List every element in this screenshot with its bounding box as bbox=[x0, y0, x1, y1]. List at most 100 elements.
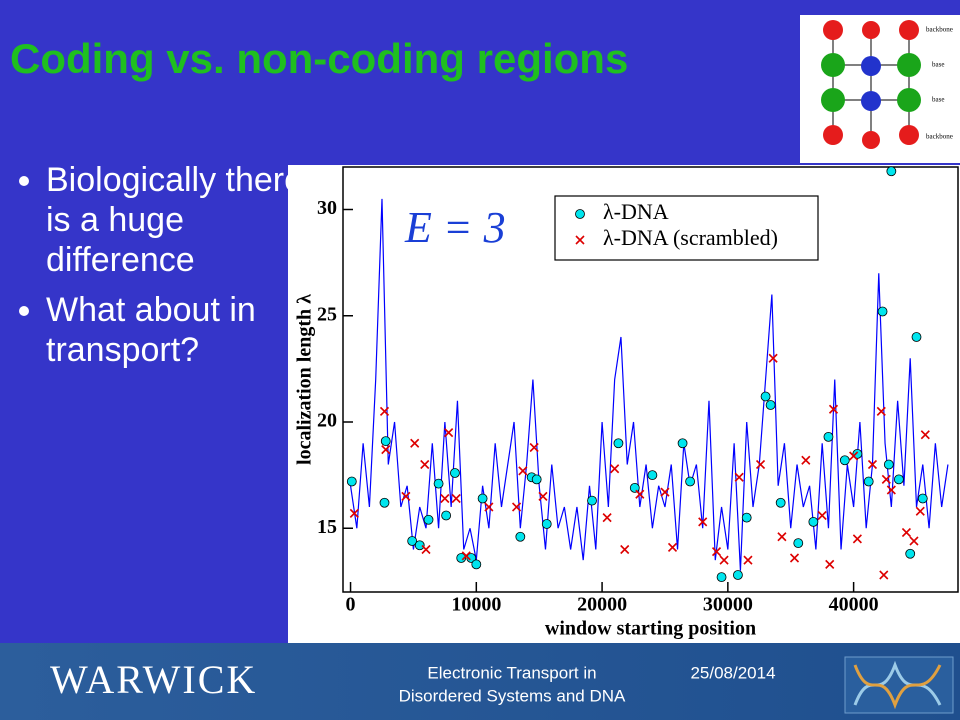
legend-box bbox=[554, 195, 819, 261]
point bbox=[433, 478, 444, 489]
emblem-box bbox=[844, 656, 954, 714]
bullet: What about in transport? bbox=[46, 290, 304, 370]
diagram-label: base bbox=[932, 96, 944, 104]
point bbox=[765, 400, 776, 410]
x-tick-label: 20000 bbox=[577, 594, 627, 616]
point bbox=[808, 516, 819, 527]
y-tick-label: 15 bbox=[317, 516, 337, 538]
point bbox=[410, 438, 420, 448]
footer-subject: Disordered Systems and DNA bbox=[399, 686, 626, 705]
point bbox=[423, 514, 434, 525]
point bbox=[613, 438, 624, 449]
point bbox=[839, 455, 850, 466]
node bbox=[862, 21, 880, 39]
point bbox=[917, 493, 928, 504]
point bbox=[901, 527, 912, 538]
point bbox=[450, 468, 460, 478]
point bbox=[801, 455, 811, 465]
point bbox=[414, 540, 425, 551]
point bbox=[734, 472, 744, 482]
point bbox=[877, 306, 888, 317]
point bbox=[511, 502, 522, 512]
point bbox=[879, 570, 889, 580]
footer-subject: Electronic Transport in bbox=[427, 663, 596, 682]
point bbox=[440, 493, 450, 504]
point bbox=[716, 572, 727, 583]
footer-date: 25/08/2014 bbox=[690, 663, 775, 682]
bullet: Biologically there is a huge difference bbox=[46, 160, 304, 280]
point bbox=[828, 404, 839, 414]
point bbox=[909, 536, 919, 546]
point bbox=[775, 497, 786, 508]
node bbox=[862, 131, 880, 149]
node bbox=[821, 53, 845, 77]
node bbox=[821, 88, 845, 112]
diagram-label: base bbox=[932, 61, 944, 69]
node bbox=[823, 125, 843, 145]
point bbox=[381, 445, 391, 455]
point bbox=[456, 553, 467, 563]
point bbox=[461, 551, 471, 561]
point bbox=[760, 391, 771, 402]
footer-band bbox=[0, 643, 960, 720]
point bbox=[660, 487, 670, 497]
node bbox=[899, 20, 919, 40]
point bbox=[531, 474, 542, 485]
point bbox=[817, 510, 827, 521]
point bbox=[793, 538, 804, 549]
point bbox=[407, 536, 418, 546]
legend-label: λ-DNA bbox=[603, 199, 669, 224]
point bbox=[852, 534, 862, 544]
point bbox=[789, 553, 800, 563]
y-tick-label: 30 bbox=[317, 197, 337, 219]
point bbox=[741, 512, 752, 523]
point bbox=[711, 547, 722, 557]
point bbox=[541, 519, 552, 529]
legend-marker bbox=[575, 209, 585, 219]
legend-label: λ-DNA (scrambled) bbox=[603, 225, 778, 250]
point bbox=[538, 491, 548, 501]
point bbox=[915, 506, 925, 516]
point bbox=[379, 497, 390, 508]
point bbox=[677, 438, 688, 449]
point bbox=[849, 451, 859, 461]
point bbox=[484, 502, 494, 512]
point bbox=[518, 466, 528, 476]
y-tick-label: 25 bbox=[317, 303, 337, 325]
point bbox=[620, 544, 630, 555]
point bbox=[755, 459, 766, 470]
diagram-bg bbox=[800, 15, 960, 163]
legend-marker bbox=[575, 235, 585, 245]
point bbox=[346, 476, 357, 487]
dna-diagram: backbone base base backbone bbox=[800, 15, 960, 163]
node bbox=[861, 91, 881, 111]
footer-emblem bbox=[844, 656, 954, 714]
x-axis-label: window starting position bbox=[545, 618, 756, 640]
y-axis-label: localization length λ bbox=[294, 294, 316, 465]
point bbox=[883, 459, 894, 470]
point bbox=[920, 430, 930, 440]
point bbox=[379, 406, 390, 416]
point bbox=[911, 332, 922, 342]
diagram-label: backbone bbox=[926, 26, 953, 34]
point bbox=[587, 495, 597, 506]
point bbox=[886, 166, 897, 177]
point bbox=[893, 474, 904, 485]
point bbox=[719, 555, 729, 565]
point bbox=[477, 493, 488, 504]
plot-frame bbox=[342, 166, 959, 593]
node bbox=[897, 53, 921, 77]
point bbox=[863, 476, 874, 487]
point bbox=[867, 459, 878, 470]
point bbox=[451, 493, 461, 504]
point bbox=[825, 559, 835, 569]
emblem-helix bbox=[853, 660, 942, 706]
y-tick-label: 20 bbox=[317, 410, 337, 432]
point bbox=[349, 508, 359, 518]
point bbox=[743, 555, 753, 565]
point bbox=[876, 406, 886, 416]
point bbox=[515, 531, 526, 542]
point bbox=[733, 570, 743, 580]
point bbox=[852, 448, 863, 459]
